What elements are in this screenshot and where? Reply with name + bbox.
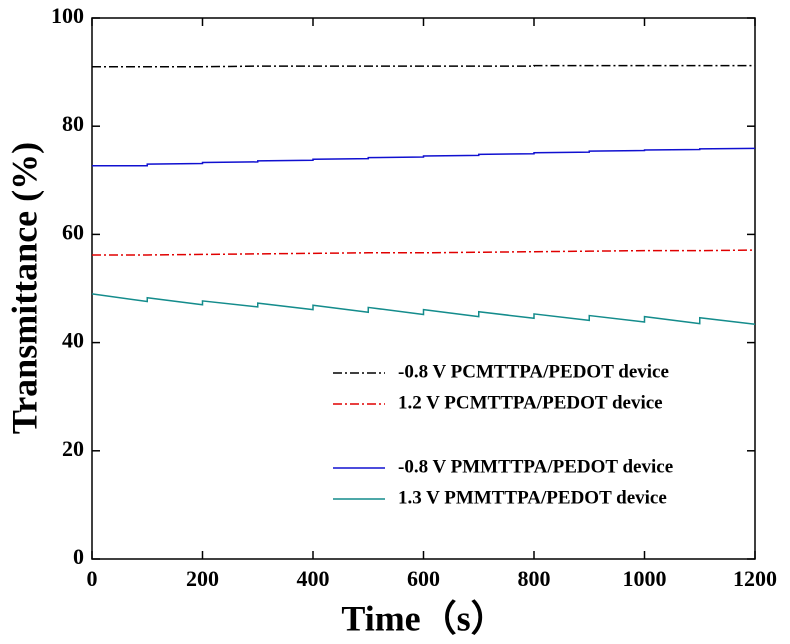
legend-label: 1.3 V PMMTTPA/PEDOT device xyxy=(398,487,667,508)
y-tick-label: 0 xyxy=(73,544,84,569)
x-axis-title: Time（s） xyxy=(341,598,506,638)
y-tick-label: 60 xyxy=(62,219,84,244)
series-line xyxy=(91,293,756,325)
legend-label: -0.8 V PMMTTPA/PEDOT device xyxy=(398,456,673,477)
x-tick-label: 1000 xyxy=(623,566,667,591)
x-tick-label: 600 xyxy=(407,566,440,591)
legend-label: -0.8 V PCMTTPA/PEDOT device xyxy=(398,361,669,382)
x-tick-label: 1200 xyxy=(733,566,777,591)
x-tick-label: 200 xyxy=(186,566,219,591)
series-line xyxy=(92,64,755,68)
y-axis-title: Transmittance (%) xyxy=(4,142,44,434)
y-tick-label: 100 xyxy=(51,3,84,28)
x-tick-label: 800 xyxy=(518,566,551,591)
y-tick-label: 20 xyxy=(62,436,84,461)
x-tick-label: 400 xyxy=(297,566,330,591)
y-tick-label: 80 xyxy=(62,111,84,136)
x-tick-label: 0 xyxy=(87,566,98,591)
series-line xyxy=(92,249,756,256)
y-tick-label: 40 xyxy=(62,328,84,353)
series-line xyxy=(92,147,756,167)
legend-label: 1.2 V PCMTTPA/PEDOT device xyxy=(398,392,663,413)
plot-frame xyxy=(91,17,756,560)
